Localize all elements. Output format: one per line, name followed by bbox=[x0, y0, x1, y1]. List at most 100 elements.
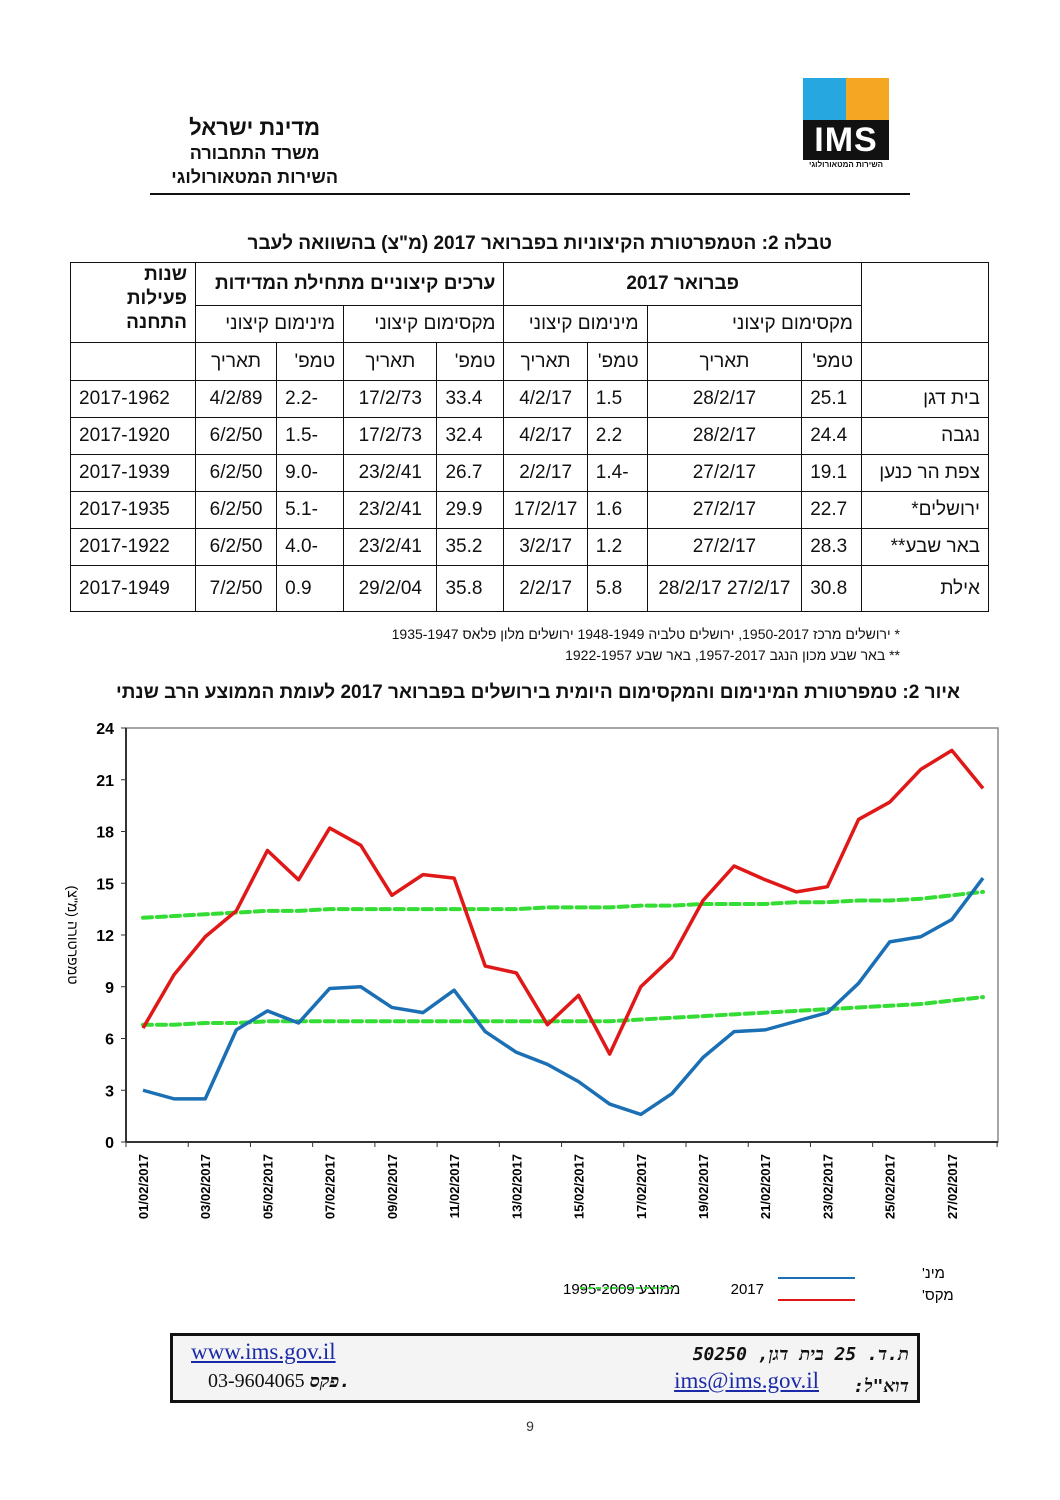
plot-area bbox=[125, 727, 999, 1143]
hist-min-header: מינימום קיצוני bbox=[194, 305, 345, 343]
cell-hist-min-date: 4/2/89 bbox=[194, 380, 278, 418]
x-tick-label: 25/02/2017 bbox=[883, 1154, 898, 1219]
hist-max-header: מקסימום קיצוני bbox=[343, 305, 505, 343]
cell-hist-min: 0.9 bbox=[276, 565, 345, 612]
cell-feb-min: 1.5 bbox=[586, 380, 648, 418]
email-label: דוא"ל: bbox=[853, 1376, 909, 1397]
postal-address: ת.ד. 25 בית דגן, 50250 bbox=[692, 1344, 909, 1365]
cell-feb-max-date: 27/2/17 bbox=[646, 491, 803, 529]
cell-feb-min: 1.6 bbox=[586, 491, 648, 529]
table-row: באר שבע** 28.3 27/2/17 1.2 3/2/17 35.2 23/2/41… bbox=[70, 528, 989, 566]
sun-icon bbox=[846, 78, 889, 120]
y-tick-label: 18 bbox=[96, 825, 114, 842]
cell-hist-min: -5.1 bbox=[276, 491, 345, 529]
page-number: 9 bbox=[526, 1418, 534, 1434]
empty-header-cell bbox=[70, 342, 196, 381]
x-tick-label: 15/02/2017 bbox=[572, 1154, 587, 1219]
station-header bbox=[861, 262, 989, 343]
cell-hist-min-date: 6/2/50 bbox=[194, 454, 278, 492]
cell-hist-min: -2.2 bbox=[276, 380, 345, 418]
email-link[interactable]: ims@ims.gov.il bbox=[674, 1368, 819, 1393]
x-tick-label: 07/02/2017 bbox=[323, 1154, 338, 1219]
cell-feb-max: 24.4 bbox=[801, 417, 862, 455]
x-tick-label: 19/02/2017 bbox=[696, 1154, 711, 1219]
cell-hist-max-date: 17/2/73 bbox=[343, 417, 438, 455]
cell-feb-max: 28.3 bbox=[801, 528, 862, 566]
cell-years: 2017-1922 bbox=[70, 528, 196, 566]
cell-years: 2017-1920 bbox=[70, 417, 196, 455]
cell-station: אילת bbox=[861, 565, 989, 612]
cell-hist-min-date: 6/2/50 bbox=[194, 491, 278, 529]
date-col-header: תאריך bbox=[343, 342, 438, 381]
date-col-header: תאריך bbox=[646, 342, 803, 381]
x-tick-label: 11/02/2017 bbox=[447, 1154, 462, 1218]
cell-feb-max-date: 27/2/17 bbox=[646, 454, 803, 492]
cell-hist-max-date: 23/2/41 bbox=[343, 491, 438, 529]
cell-hist-min-date: 7/2/50 bbox=[194, 565, 278, 612]
x-tick-label: 01/02/2017 bbox=[136, 1154, 151, 1219]
x-tick-label: 05/02/2017 bbox=[260, 1154, 275, 1219]
y-axis-label: טמפרטורה (מ"צ) bbox=[65, 886, 81, 985]
historical-header: ערכים קיצוניים מתחילת המדידות bbox=[194, 262, 505, 306]
cell-feb-min-date: 17/2/17 bbox=[503, 491, 588, 529]
cell-feb-min-date: 4/2/17 bbox=[503, 380, 588, 418]
footnote-jerusalem: * ירושלים מרכז 1950-2017, ירושלים טלביה … bbox=[391, 626, 900, 642]
legend-avg-label: ממוצע 1995-2009 bbox=[563, 1281, 680, 1298]
cell-hist-max-date: 23/2/41 bbox=[343, 528, 438, 566]
cell-feb-max: 22.7 bbox=[801, 491, 862, 529]
cell-feb-min-date: 2/2/17 bbox=[503, 454, 588, 492]
cell-hist-max: 33.4 bbox=[436, 380, 505, 418]
cell-feb-max: 25.1 bbox=[801, 380, 862, 418]
cell-feb-min: 1.2 bbox=[586, 528, 648, 566]
y-tick-label: 9 bbox=[105, 980, 114, 997]
temp-col-header: טמפ' bbox=[801, 342, 862, 381]
cell-hist-min: -4.0 bbox=[276, 528, 345, 566]
cell-feb-max-date: 28/2/17 bbox=[646, 380, 803, 418]
x-tick-label: 03/02/2017 bbox=[198, 1154, 213, 1219]
cell-feb-min: 2.2 bbox=[586, 417, 648, 455]
cell-feb-min: -1.4 bbox=[586, 454, 648, 492]
legend-year-label: 2017 bbox=[731, 1281, 764, 1298]
series-line-min_avg bbox=[141, 995, 985, 1027]
series-line-max2017 bbox=[141, 748, 985, 1056]
cell-hist-max-date: 23/2/41 bbox=[343, 454, 438, 492]
date-col-header: תאריך bbox=[194, 342, 278, 381]
cell-hist-min: -1.5 bbox=[276, 417, 345, 455]
y-tick-label: 21 bbox=[96, 773, 114, 790]
years-header: שנות פעילות התחנה bbox=[70, 262, 196, 343]
contact-footer: www.ims.gov.il ת.ד. 25 בית דגן, 50250 03… bbox=[170, 1333, 920, 1403]
x-tick-label: 23/02/2017 bbox=[820, 1154, 835, 1219]
feb-2017-header: פברואר 2017 bbox=[503, 262, 862, 306]
legend-max-label: מקס' bbox=[922, 1287, 954, 1304]
organization-header: מדינת ישראל משרד התחבורה השירות המטאורול… bbox=[171, 115, 338, 189]
cell-hist-max: 35.2 bbox=[436, 528, 505, 566]
cell-hist-max: 32.4 bbox=[436, 417, 505, 455]
y-tick-label: 24 bbox=[96, 721, 114, 738]
table-row: נגבה 24.4 28/2/17 2.2 4/2/17 32.4 17/2/73 -1.5 6… bbox=[70, 417, 989, 455]
table-row: בית דגן 25.1 28/2/17 1.5 4/2/17 33.4 17/2/73 -2… bbox=[70, 380, 989, 418]
cell-feb-max: 30.8 bbox=[801, 565, 862, 612]
cell-hist-max: 29.9 bbox=[436, 491, 505, 529]
cell-feb-min: 5.8 bbox=[586, 565, 648, 612]
x-tick-label: 27/02/2017 bbox=[945, 1154, 960, 1219]
y-tick-label: 15 bbox=[96, 876, 114, 893]
ims-logo: IMS השירות המטאורולוגי bbox=[803, 78, 889, 169]
series-line-max_avg bbox=[141, 889, 985, 920]
header-divider bbox=[150, 193, 910, 195]
feb-min-header: מינימום קיצוני bbox=[503, 305, 648, 343]
cell-feb-max: 19.1 bbox=[801, 454, 862, 492]
cell-station: ירושלים* bbox=[861, 491, 989, 529]
table-footnotes: * ירושלים מרכז 1950-2017, ירושלים טלביה … bbox=[392, 624, 900, 666]
ministry-name: משרד התחבורה bbox=[189, 143, 320, 163]
y-tick-label: 12 bbox=[96, 928, 114, 945]
cell-years: 2017-1949 bbox=[70, 565, 196, 612]
cell-feb-min-date: 3/2/17 bbox=[503, 528, 588, 566]
cell-station: צפת הר כנען bbox=[861, 454, 989, 492]
website-link[interactable]: www.ims.gov.il bbox=[191, 1339, 336, 1364]
table-title: טבלה 2: הטמפרטורת הקיצוניות בפברואר 2017… bbox=[247, 233, 833, 254]
cell-hist-max-date: 29/2/04 bbox=[343, 565, 438, 612]
temp-col-header: טמפ' bbox=[276, 342, 345, 381]
extreme-temperatures-table: פברואר 2017 ערכים קיצוניים מתחילת המדידו… bbox=[70, 262, 989, 612]
y-tick-label: 6 bbox=[105, 1032, 114, 1049]
service-name: השירות המטאורולוגי bbox=[171, 167, 338, 187]
